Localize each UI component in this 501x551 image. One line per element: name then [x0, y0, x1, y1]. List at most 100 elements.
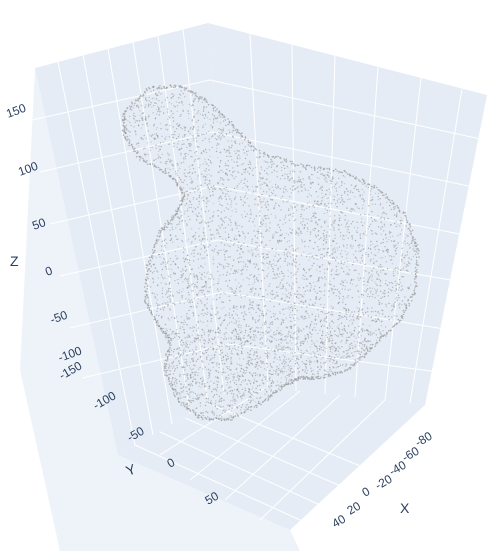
- data-point: [165, 263, 167, 266]
- data-point: [144, 147, 146, 149]
- data-point: [329, 331, 332, 333]
- data-point: [211, 343, 214, 345]
- data-point: [343, 328, 345, 330]
- data-point: [243, 265, 245, 267]
- data-point: [189, 201, 192, 203]
- data-point: [263, 368, 266, 370]
- data-point: [295, 233, 297, 235]
- data-point: [155, 93, 157, 95]
- data-point: [166, 292, 168, 294]
- data-point: [306, 289, 309, 292]
- data-point: [331, 358, 333, 361]
- data-point: [315, 318, 317, 320]
- data-point: [155, 133, 158, 135]
- data-point: [259, 232, 262, 234]
- data-point: [405, 225, 407, 227]
- data-point: [179, 115, 181, 118]
- data-point: [192, 282, 195, 285]
- data-point: [188, 388, 190, 390]
- data-point: [365, 251, 367, 254]
- data-point: [243, 337, 245, 339]
- data-point: [330, 180, 332, 182]
- data-point: [221, 219, 224, 222]
- data-point: [380, 271, 382, 274]
- data-point: [401, 260, 403, 262]
- data-point: [171, 363, 174, 365]
- data-point: [372, 258, 375, 260]
- data-point: [314, 227, 316, 229]
- data-point: [194, 371, 196, 373]
- data-point: [192, 139, 194, 141]
- data-point: [293, 182, 295, 184]
- data-point: [208, 131, 210, 133]
- data-point: [249, 167, 251, 169]
- data-point: [249, 161, 251, 164]
- data-point: [339, 253, 342, 255]
- data-point: [177, 136, 180, 138]
- data-point: [289, 369, 292, 371]
- data-point: [198, 290, 201, 292]
- data-point: [225, 238, 227, 240]
- data-point: [293, 180, 295, 182]
- data-point: [338, 198, 340, 200]
- data-point: [391, 256, 393, 258]
- data-point: [230, 229, 232, 231]
- data-point: [243, 391, 245, 394]
- data-point: [145, 104, 147, 106]
- data-point: [178, 181, 180, 183]
- data-point: [221, 352, 224, 354]
- data-point: [174, 333, 177, 335]
- data-point: [339, 216, 342, 219]
- data-point: [239, 253, 241, 255]
- data-point: [316, 167, 319, 170]
- data-point: [252, 333, 255, 336]
- data-point: [212, 216, 214, 218]
- data-point: [355, 360, 357, 362]
- data-point: [160, 249, 162, 251]
- data-point: [206, 184, 209, 186]
- data-point: [370, 248, 372, 251]
- data-point: [320, 203, 323, 205]
- data-point: [156, 299, 158, 301]
- data-point: [177, 266, 179, 268]
- data-point: [313, 206, 315, 208]
- data-point: [300, 301, 302, 303]
- data-point: [169, 341, 171, 344]
- data-point: [199, 253, 201, 255]
- data-point: [369, 275, 371, 277]
- data-point: [330, 202, 332, 205]
- data-point: [213, 394, 216, 396]
- data-point: [248, 278, 250, 280]
- data-point: [271, 366, 273, 369]
- data-point: [259, 156, 261, 158]
- data-point: [265, 322, 267, 324]
- data-point: [201, 278, 203, 281]
- data-point: [361, 188, 363, 191]
- data-point: [196, 185, 199, 187]
- data-point: [347, 273, 349, 276]
- data-point: [404, 296, 406, 298]
- data-point: [230, 373, 232, 375]
- data-point: [235, 238, 238, 240]
- data-point: [215, 118, 217, 120]
- data-point: [172, 351, 175, 353]
- data-point: [223, 291, 225, 294]
- data-point: [232, 373, 235, 376]
- data-point: [184, 381, 187, 383]
- data-point: [224, 378, 227, 380]
- data-point: [160, 282, 162, 284]
- data-point: [377, 311, 379, 313]
- data-point: [168, 367, 170, 369]
- data-point: [284, 222, 287, 224]
- data-point: [199, 158, 201, 160]
- data-point: [340, 211, 342, 213]
- data-point: [283, 367, 286, 369]
- data-point: [384, 326, 387, 328]
- data-point: [228, 408, 230, 411]
- data-point: [178, 176, 181, 179]
- data-point: [322, 356, 324, 359]
- data-point: [314, 241, 316, 244]
- data-point: [219, 195, 222, 197]
- data-point: [236, 155, 238, 158]
